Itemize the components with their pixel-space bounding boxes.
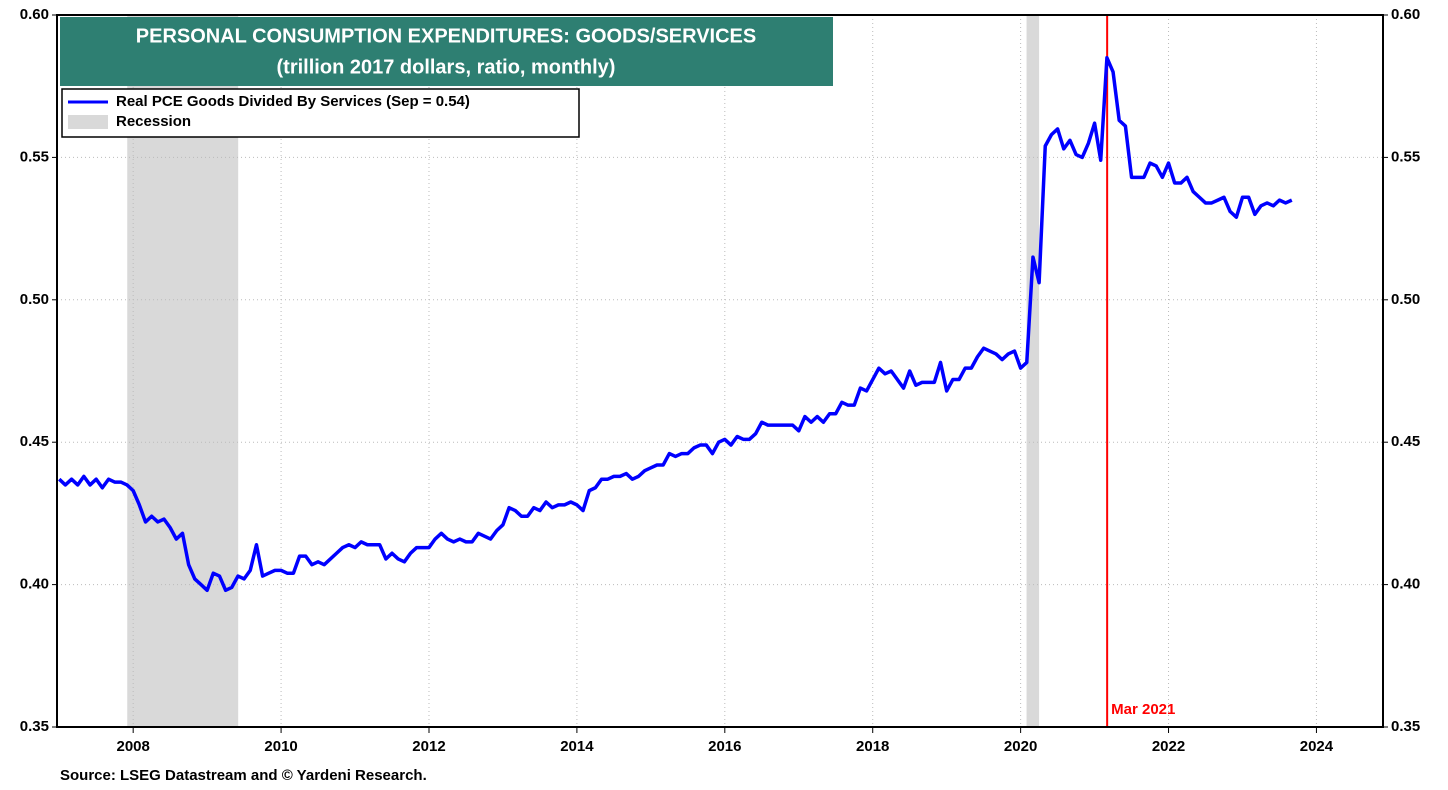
x-tick-label: 2018 bbox=[856, 738, 889, 755]
legend-swatch bbox=[68, 115, 108, 129]
annotation-label: Mar 2021 bbox=[1111, 701, 1175, 718]
source: Source: LSEG Datastream and © Yardeni Re… bbox=[60, 767, 427, 784]
y-tick-label: 0.50 bbox=[20, 291, 49, 308]
y2-tick-label: 0.35 bbox=[1391, 718, 1420, 735]
title-box bbox=[60, 17, 833, 86]
series-line bbox=[58, 55, 1293, 593]
y-tick-label: 0.40 bbox=[20, 576, 49, 593]
y-tick-label: 0.35 bbox=[20, 718, 49, 735]
legend-label: Real PCE Goods Divided By Services (Sep … bbox=[116, 93, 470, 110]
x-tick-label: 2024 bbox=[1300, 738, 1334, 755]
y-tick-label: 0.45 bbox=[20, 433, 49, 450]
x-tick-label: 2008 bbox=[116, 738, 149, 755]
y2-tick-label: 0.40 bbox=[1391, 576, 1420, 593]
x-tick-label: 2012 bbox=[412, 738, 445, 755]
recession-band bbox=[1026, 15, 1040, 727]
x-tick-label: 2014 bbox=[560, 738, 594, 755]
x-tick-label: 2022 bbox=[1152, 738, 1185, 755]
y-tick-label: 0.60 bbox=[20, 6, 49, 23]
chart-subtitle: (trillion 2017 dollars, ratio, monthly) bbox=[277, 56, 616, 78]
y2-tick-label: 0.45 bbox=[1391, 433, 1420, 450]
y2-tick-label: 0.50 bbox=[1391, 291, 1420, 308]
x-tick-label: 2010 bbox=[264, 738, 297, 755]
plot-frame bbox=[56, 14, 1384, 728]
y2-tick-label: 0.55 bbox=[1391, 148, 1420, 165]
y2-tick-label: 0.60 bbox=[1391, 6, 1420, 23]
chart-title: PERSONAL CONSUMPTION EXPENDITURES: GOODS… bbox=[136, 25, 756, 47]
x-tick-label: 2020 bbox=[1004, 738, 1037, 755]
y-tick-label: 0.55 bbox=[20, 148, 49, 165]
legend bbox=[61, 88, 580, 138]
x-tick-label: 2016 bbox=[708, 738, 741, 755]
legend-label: Recession bbox=[116, 113, 191, 130]
